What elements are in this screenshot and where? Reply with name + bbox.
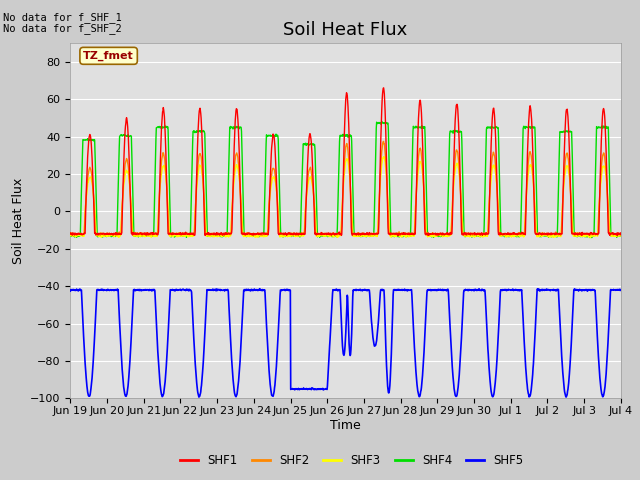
Y-axis label: Soil Heat Flux: Soil Heat Flux	[12, 178, 25, 264]
X-axis label: Time: Time	[330, 419, 361, 432]
Text: TZ_fmet: TZ_fmet	[83, 51, 134, 61]
Legend: SHF1, SHF2, SHF3, SHF4, SHF5: SHF1, SHF2, SHF3, SHF4, SHF5	[175, 449, 529, 472]
Title: Soil Heat Flux: Soil Heat Flux	[284, 21, 408, 39]
Text: No data for f_SHF_2: No data for f_SHF_2	[3, 23, 122, 34]
Text: No data for f_SHF_1: No data for f_SHF_1	[3, 12, 122, 23]
